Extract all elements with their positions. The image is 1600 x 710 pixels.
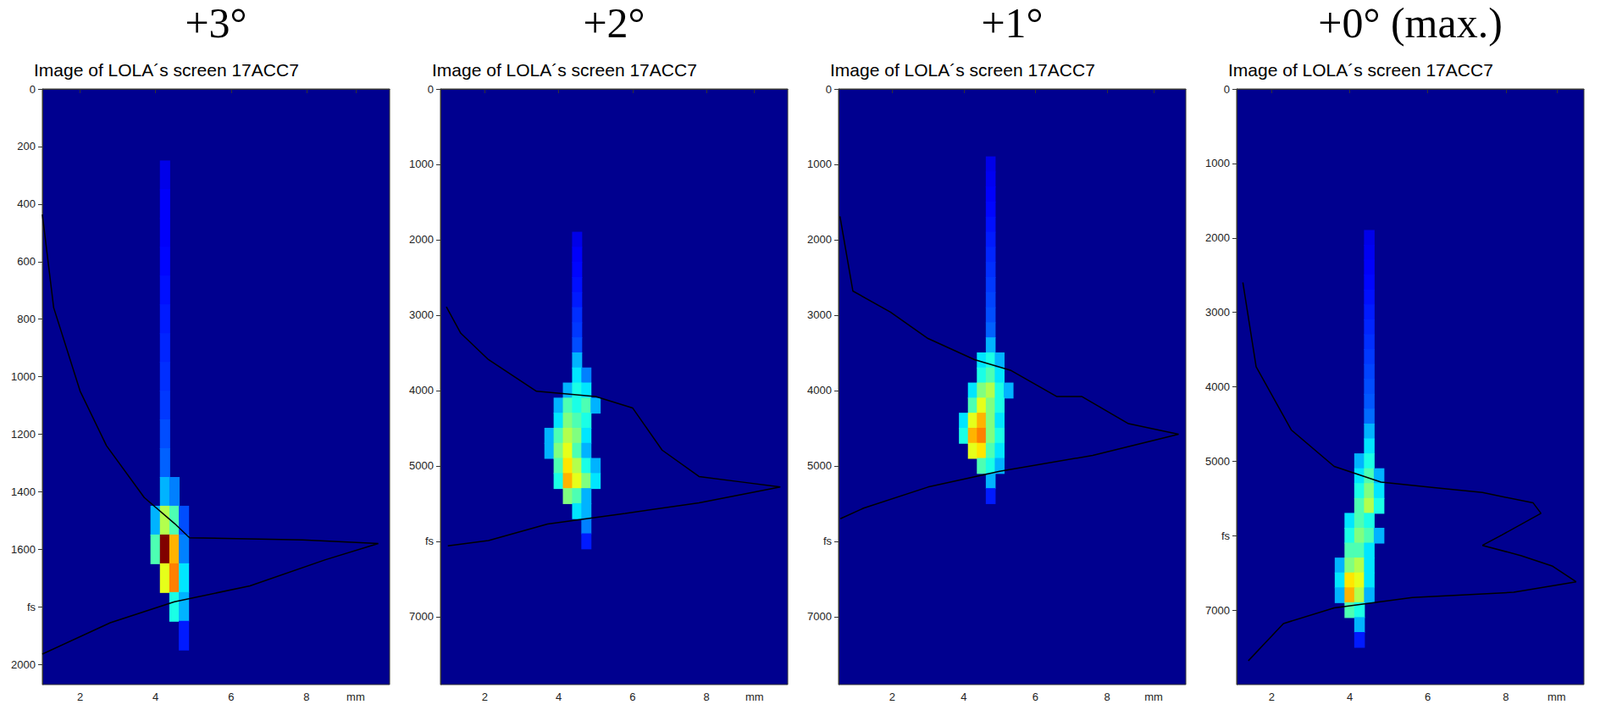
svg-text:6: 6: [1032, 690, 1039, 704]
svg-text:1000: 1000: [11, 370, 36, 383]
svg-text:4000: 4000: [409, 383, 434, 397]
svg-text:6: 6: [629, 690, 636, 704]
svg-text:3000: 3000: [409, 308, 434, 322]
svg-text:7000: 7000: [409, 609, 434, 623]
svg-text:mm: mm: [745, 690, 765, 704]
svg-text:Image of LOLA´s screen 17ACC7: Image of LOLA´s screen 17ACC7: [431, 60, 698, 80]
svg-text:Image of LOLA´s screen 17ACC7: Image of LOLA´s screen 17ACC7: [33, 60, 299, 80]
svg-text:mm: mm: [1547, 690, 1567, 704]
svg-text:800: 800: [16, 312, 36, 326]
svg-text:1200: 1200: [11, 427, 36, 441]
svg-text:+1°: +1°: [980, 0, 1043, 47]
svg-text:6: 6: [227, 690, 234, 704]
svg-text:5000: 5000: [409, 459, 434, 472]
svg-text:0: 0: [427, 83, 434, 96]
svg-text:4: 4: [960, 690, 967, 704]
svg-text:1000: 1000: [1205, 156, 1230, 170]
svg-text:mm: mm: [1144, 690, 1163, 704]
svg-text:2: 2: [77, 690, 84, 704]
svg-text:fs: fs: [425, 534, 435, 548]
svg-text:Image of LOLA´s screen 17ACC7: Image of LOLA´s screen 17ACC7: [1228, 60, 1494, 80]
svg-text:2000: 2000: [409, 232, 434, 246]
svg-text:2: 2: [481, 690, 488, 704]
svg-text:3000: 3000: [1205, 305, 1230, 319]
svg-text:1000: 1000: [409, 157, 434, 171]
svg-text:2: 2: [889, 690, 896, 704]
svg-text:8: 8: [703, 690, 709, 704]
svg-text:4: 4: [152, 690, 159, 704]
svg-text:2: 2: [1268, 690, 1275, 704]
svg-text:4000: 4000: [1205, 380, 1230, 394]
svg-text:5000: 5000: [807, 459, 832, 472]
svg-text:2000: 2000: [1205, 231, 1230, 244]
svg-text:200: 200: [16, 139, 36, 153]
svg-text:+0° (max.): +0° (max.): [1317, 0, 1503, 47]
svg-text:4: 4: [555, 690, 562, 704]
svg-text:1600: 1600: [11, 542, 36, 556]
svg-text:400: 400: [16, 197, 36, 211]
svg-text:fs: fs: [823, 534, 833, 548]
svg-text:8: 8: [303, 690, 310, 704]
svg-text:2000: 2000: [807, 232, 832, 246]
svg-text:7000: 7000: [1205, 603, 1230, 617]
svg-text:1400: 1400: [11, 485, 36, 499]
svg-text:4000: 4000: [807, 383, 832, 397]
svg-text:+2°: +2°: [582, 0, 645, 47]
svg-text:Image of LOLA´s screen 17ACC7: Image of LOLA´s screen 17ACC7: [830, 60, 1096, 80]
svg-text:3000: 3000: [807, 308, 832, 322]
svg-text:7000: 7000: [807, 609, 832, 623]
svg-text:8: 8: [1103, 690, 1110, 704]
svg-text:fs: fs: [1221, 529, 1231, 543]
svg-text:4: 4: [1346, 690, 1353, 704]
svg-text:+3°: +3°: [184, 0, 247, 47]
svg-text:mm: mm: [346, 690, 366, 704]
svg-text:2000: 2000: [11, 658, 36, 671]
svg-text:5000: 5000: [1205, 454, 1230, 468]
svg-text:fs: fs: [27, 600, 37, 614]
svg-text:0: 0: [825, 83, 832, 96]
svg-text:6: 6: [1424, 690, 1431, 704]
svg-text:8: 8: [1502, 690, 1509, 704]
svg-text:0: 0: [1223, 83, 1230, 96]
svg-text:600: 600: [16, 254, 36, 268]
svg-text:1000: 1000: [807, 157, 832, 171]
svg-text:0: 0: [29, 83, 36, 96]
